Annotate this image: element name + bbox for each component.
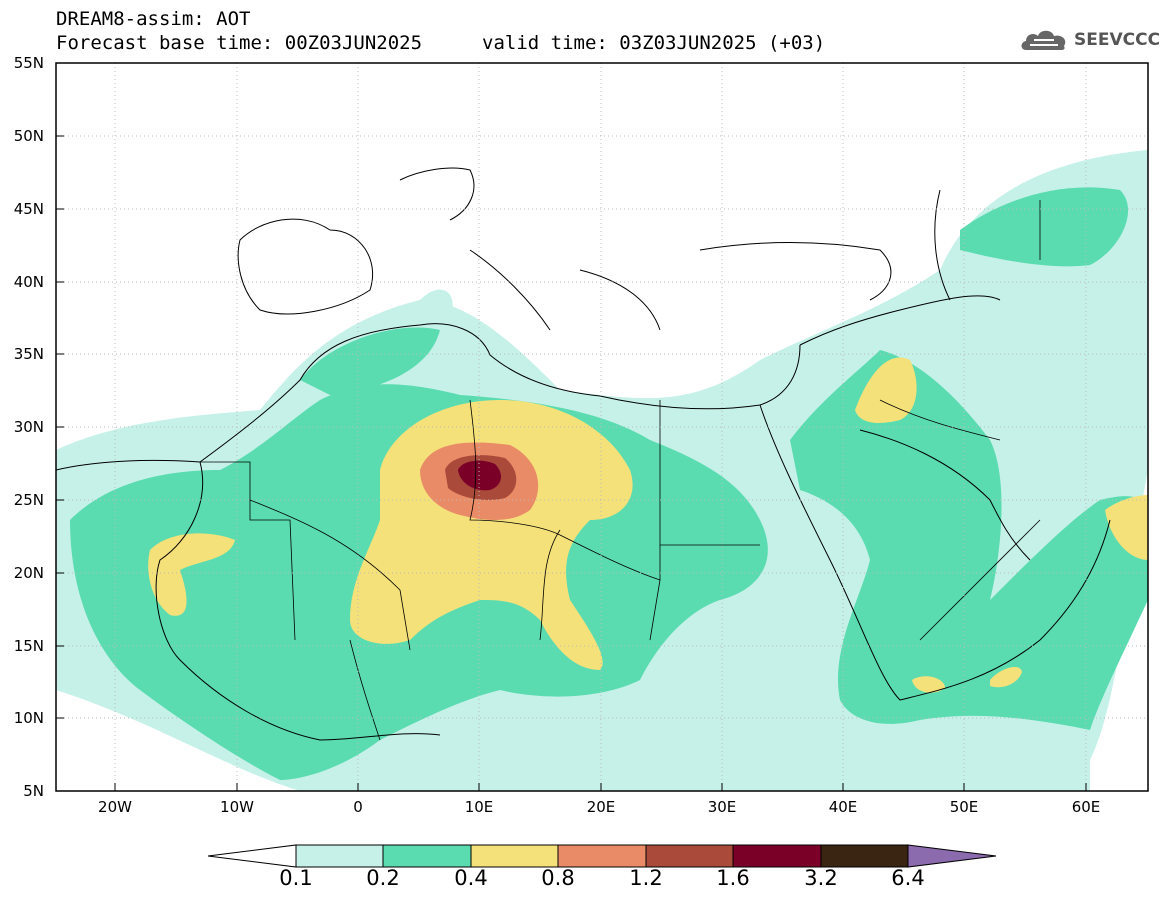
aot-contour-0.4-yemen [912,676,945,693]
colorbar-label: 3.2 [804,866,838,890]
lat-label: 55N [13,54,44,72]
gridlines [56,63,1148,791]
valid-time: valid time: 03Z03JUN2025 (+03) [482,32,826,54]
seevccc-logo: SEEVCCC [1018,26,1160,54]
lon-label: 10E [464,798,494,816]
colorbar-high-arrow [907,844,997,868]
axis-ticks [56,62,1087,791]
colorbar-label: 1.2 [629,866,663,890]
lon-label: 50E [949,798,979,816]
map-title: DREAM8-assim: AOT [56,8,251,30]
lon-label: 40E [828,798,858,816]
aot-contour-0.4-oman [1105,495,1148,560]
colorbar-bin-7 [820,844,909,868]
lat-label: 35N [13,345,44,363]
aot-contour-0.4-west [148,533,235,616]
colorbar-label: 0.8 [541,866,575,890]
lat-label: 20N [13,564,44,582]
colorbar-bin-5 [645,844,734,868]
colorbar-bin-6 [732,844,822,868]
aot-contour-0.2-atlas [300,327,440,395]
aot-contour-1.6 [458,460,502,491]
country-borders [200,200,1041,741]
colorbar-label: 0.1 [279,866,313,890]
aot-contour-0.2-arabia [790,350,1148,730]
forecast-base-time: Forecast base time: 00Z03JUN2025 [56,32,423,54]
colorbar-bin-2 [382,844,472,868]
aot-contour-0.1-spain [420,289,453,320]
lat-label: 50N [13,127,44,145]
lon-label: 20W [98,798,132,816]
colorbar-bin-1 [295,844,384,868]
colorbar-label: 1.6 [716,866,750,890]
cloud-logo-icon [1021,30,1066,50]
lat-label: 30N [13,418,44,436]
aot-contour-0.4-yemen2 [990,666,1022,688]
lat-label: 15N [13,637,44,655]
colorbar-label: 6.4 [891,866,925,890]
lat-label: 5N [23,782,44,800]
lon-label: 60E [1071,798,1101,816]
colorbar-bin-4 [557,844,647,868]
colorbar-label: 0.4 [454,866,488,890]
lon-label: 0 [353,798,363,816]
logo-text: SEEVCCC [1074,30,1161,50]
colorbar-label: 0.2 [366,866,400,890]
lon-label: 10W [220,798,254,816]
aot-contour-0.4-iraq [855,357,917,423]
aot-contour-0.4 [350,400,633,670]
colorbar-low-arrow [207,844,297,868]
lat-label: 10N [13,709,44,727]
lat-label: 40N [13,273,44,291]
colorbar-bin-3 [470,844,559,868]
colorbar [207,844,997,868]
lat-label: 25N [13,491,44,509]
lon-label: 20E [586,798,616,816]
lat-label: 45N [13,200,44,218]
lon-label: 30E [707,798,737,816]
